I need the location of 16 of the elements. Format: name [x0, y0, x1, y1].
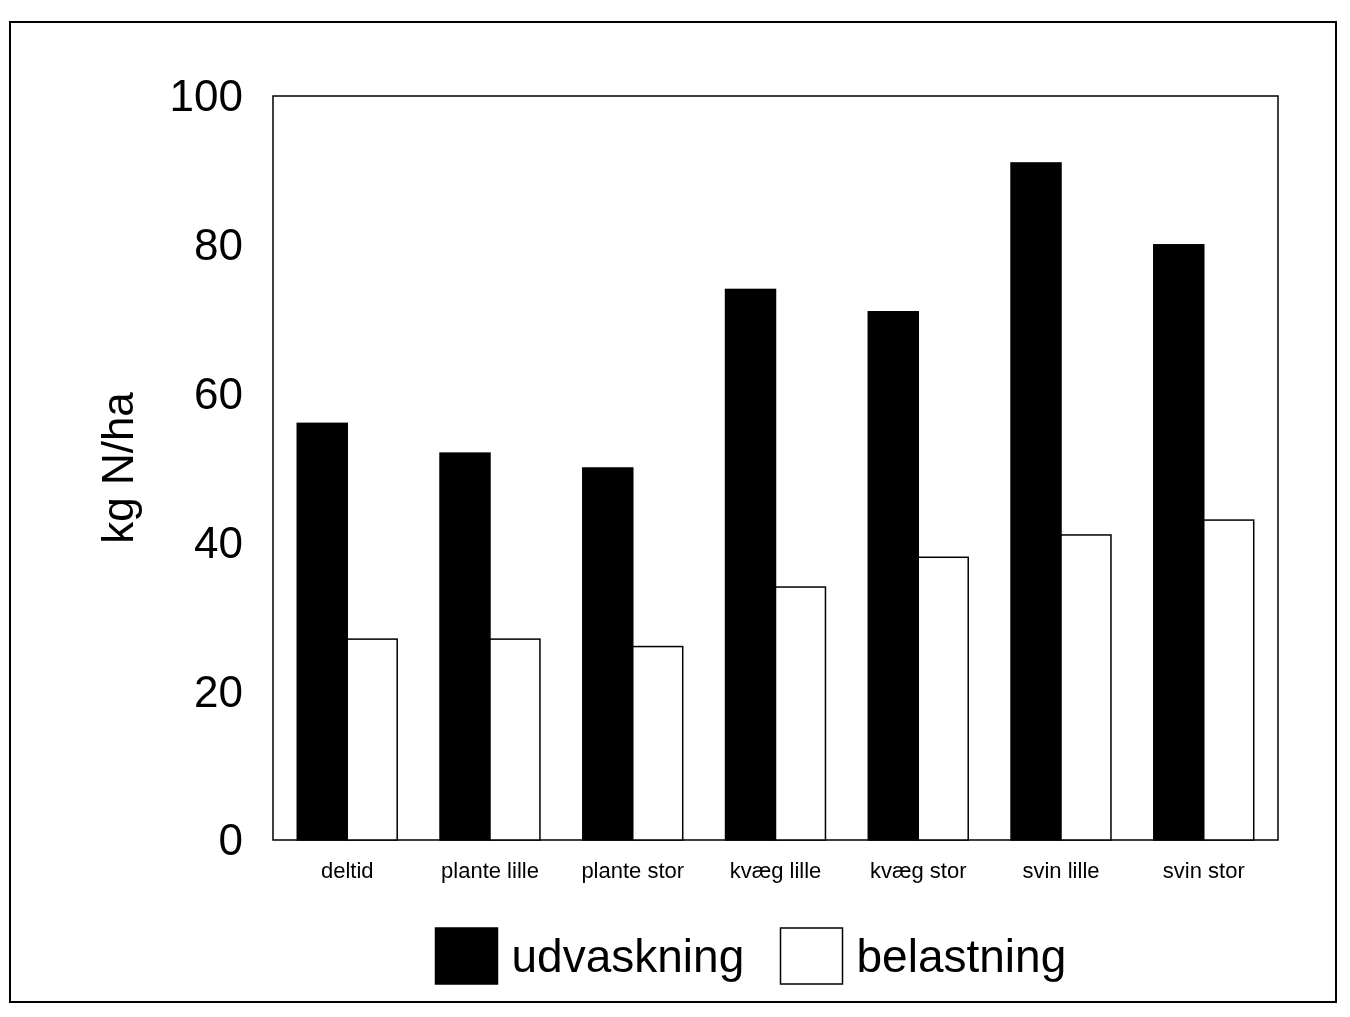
- y-tick-label: 20: [194, 666, 243, 716]
- x-tick-label: plante lille: [441, 858, 539, 883]
- y-tick-label: 40: [194, 517, 243, 567]
- x-tick-label: svin lille: [1022, 858, 1100, 883]
- y-axis-title: kg N/ha: [93, 391, 142, 544]
- y-tick-label: 0: [218, 815, 243, 865]
- y-tick-label: 60: [194, 369, 243, 418]
- x-tick-label: kvæg lille: [729, 858, 822, 883]
- x-tick-label: plante stor: [581, 858, 685, 883]
- x-tick-label: svin stor: [1162, 858, 1245, 883]
- x-tick-label: deltid: [320, 858, 374, 883]
- y-tick-label: 100: [169, 71, 243, 121]
- y-tick-label: 80: [194, 220, 243, 270]
- legend-label: udvaskning: [511, 930, 745, 982]
- x-tick-label: kvæg stor: [869, 858, 967, 883]
- legend-label: belastning: [856, 930, 1067, 982]
